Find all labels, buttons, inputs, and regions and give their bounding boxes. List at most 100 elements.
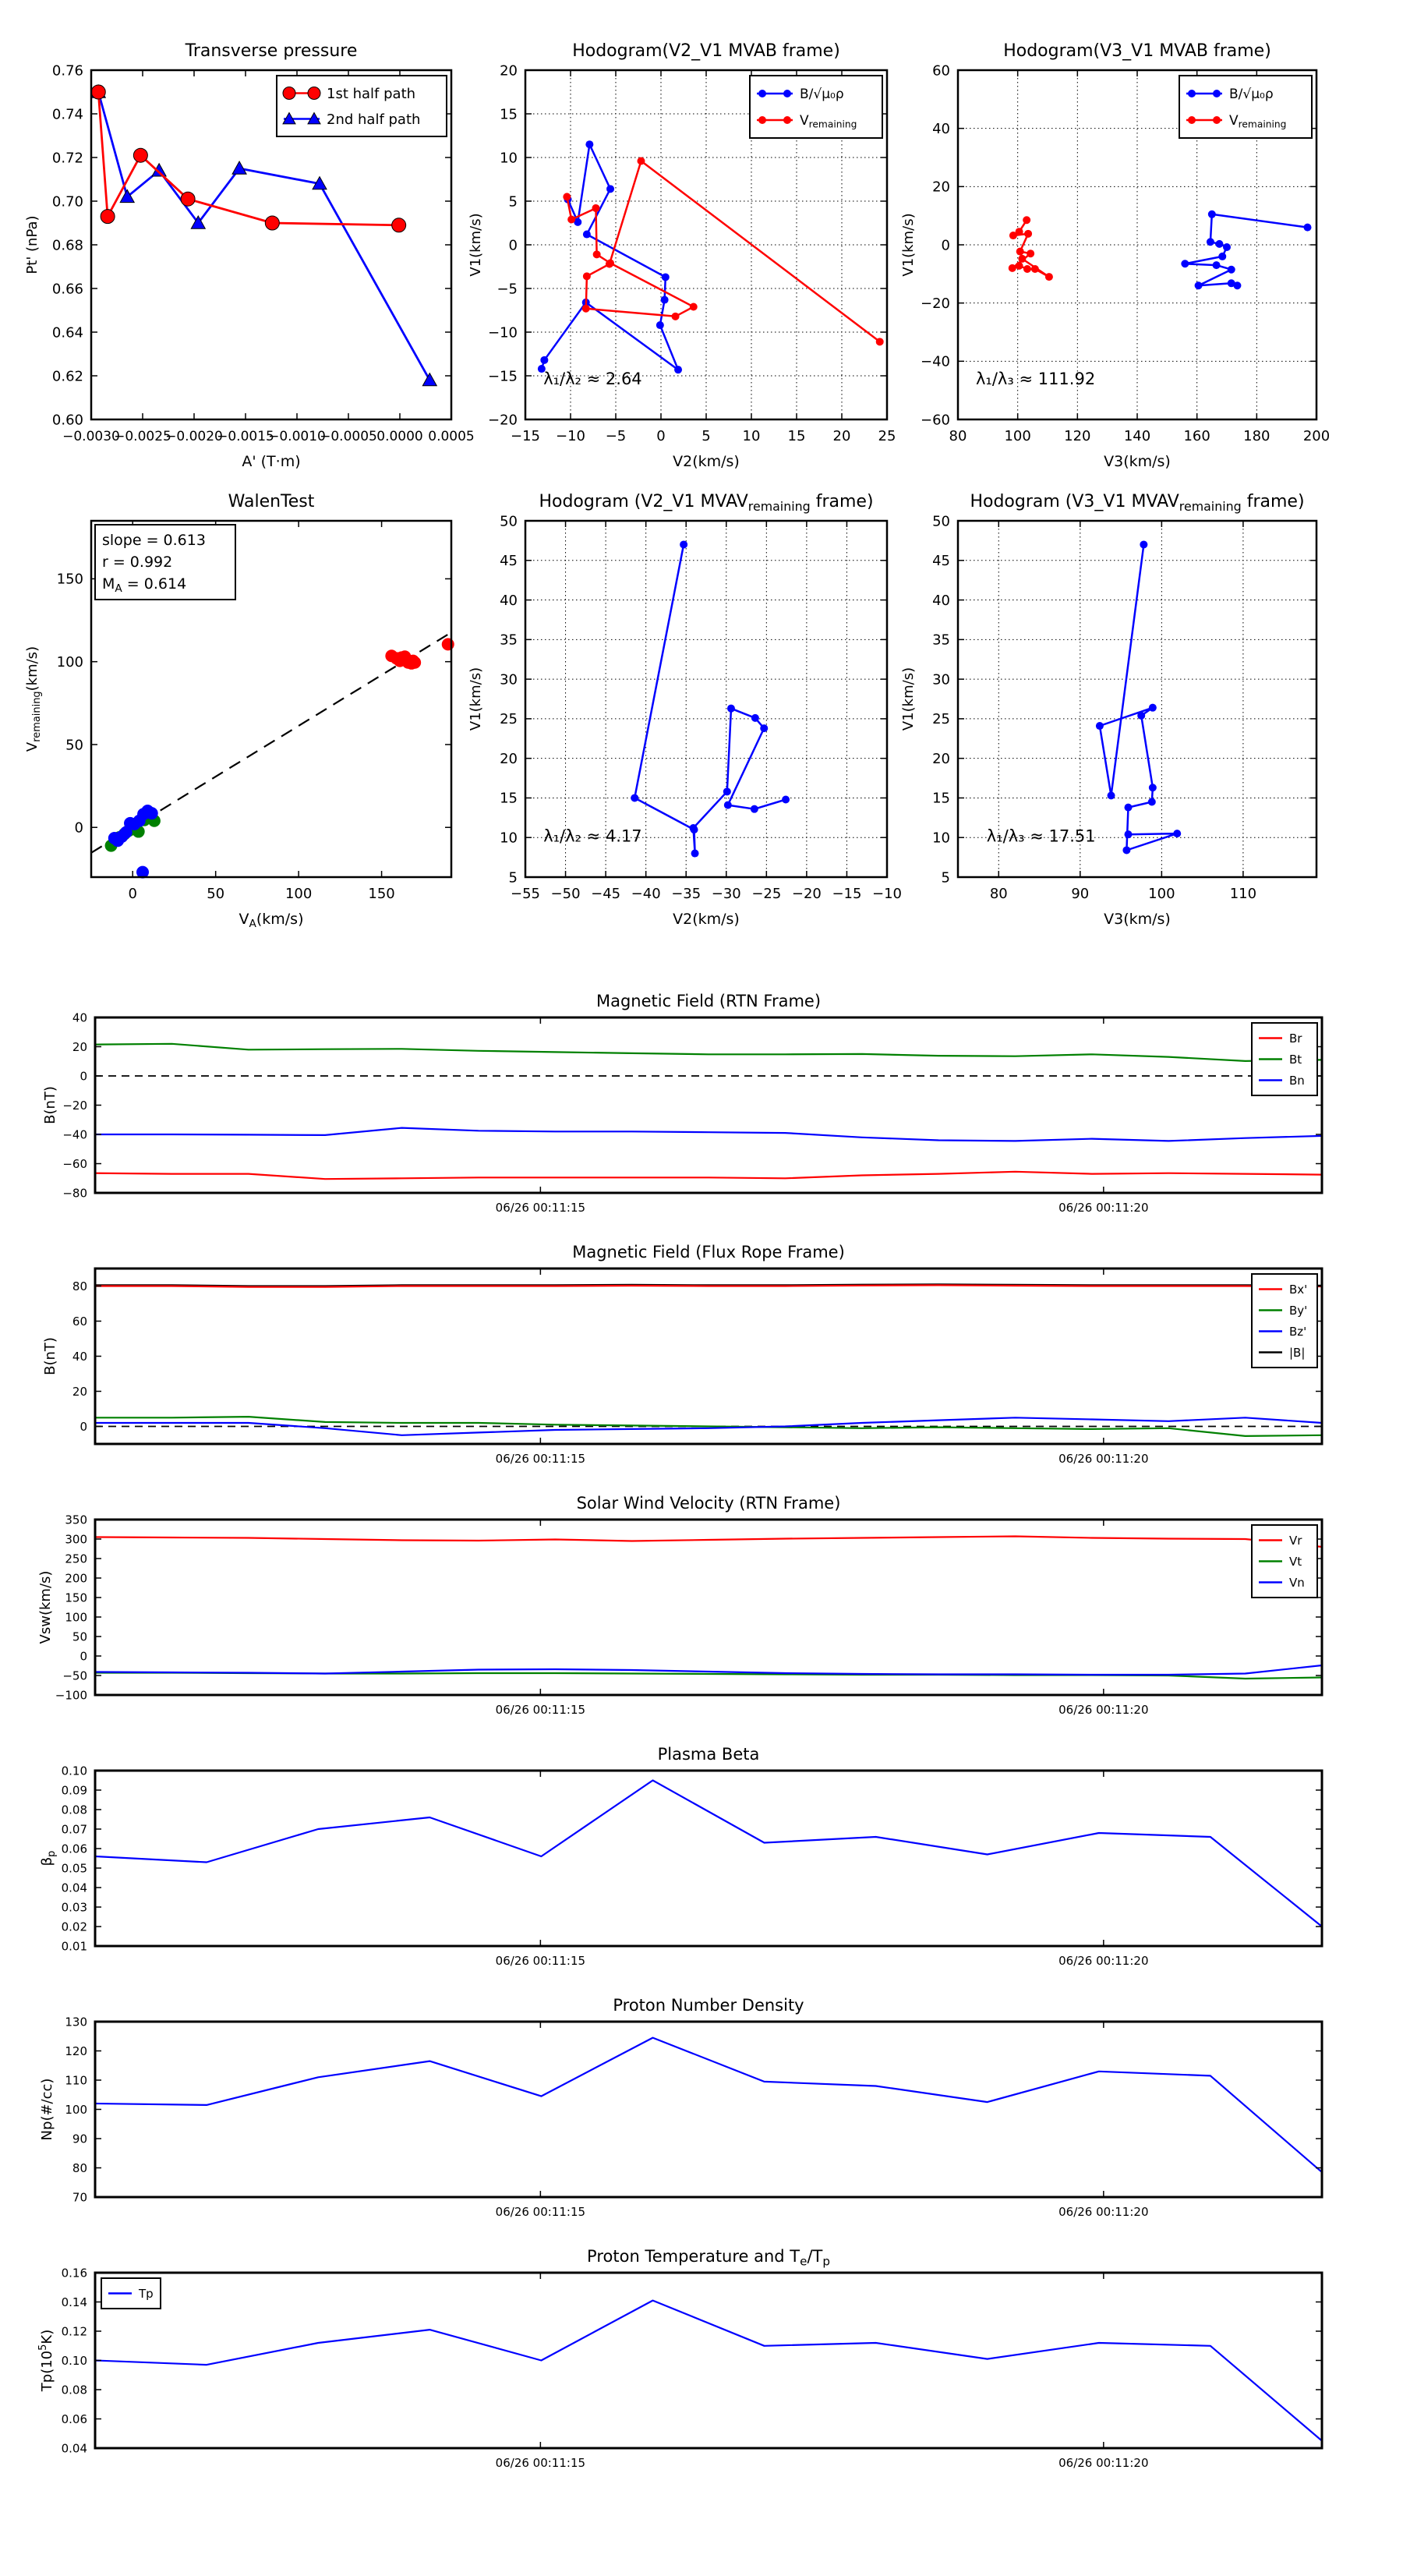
marker-dot: [691, 849, 699, 858]
panel-walen-test: WalenTest 0 50 100 150 0 50 100 150 VA(km/s) Vrema…: [24, 492, 454, 930]
y-tick-label: 10: [500, 830, 518, 847]
x-tick-label: 10: [743, 428, 761, 444]
x-tick-label: −0.0010: [268, 429, 326, 444]
y-tick-label: 20: [500, 62, 518, 79]
y-tick-label: 80: [72, 2161, 87, 2175]
y-axis-label: V1(km/s): [900, 213, 917, 276]
marker-dot: [1206, 238, 1214, 246]
y-tick-label: 45: [500, 553, 518, 569]
marker-dot: [1213, 116, 1221, 124]
marker-circle: [133, 147, 148, 163]
axes-frame: [94, 1769, 1323, 1948]
marker-dot: [585, 140, 594, 149]
x-tick-label: 160: [1183, 428, 1210, 444]
stats-line: MA = 0.614: [102, 575, 186, 595]
y-tick-label: 100: [57, 654, 83, 671]
legend-box: [1179, 75, 1313, 139]
marker-dot: [1015, 228, 1023, 236]
x-tick-label: 06/26 00:11:20: [1058, 1452, 1148, 1466]
y-tick-label: 5: [509, 193, 518, 210]
x-tick-label: −15: [832, 886, 861, 902]
legend: Br Bt Bn: [1251, 1022, 1318, 1096]
x-tick-label: 06/26 00:11:15: [496, 2205, 585, 2219]
marker-dot: [1173, 830, 1182, 838]
panel-proton-temperature: Proton Temperature and Te/Tp 06/26 00:11:…: [37, 2247, 1323, 2470]
marker-dot: [1008, 264, 1016, 272]
eigenvalue-ratio-annotation: λ₁/λ₃ ≈ 17.51: [987, 826, 1096, 845]
marker-circle: [100, 209, 115, 225]
marker-dot: [1213, 90, 1221, 97]
marker-dot: [1095, 722, 1104, 731]
legend-label: Br: [1289, 1031, 1302, 1046]
y-tick-label: 40: [932, 593, 950, 609]
marker-dot: [680, 540, 688, 549]
panel-pressure: Transverse pressure −0.0030−0.0025−0.0020…: [24, 41, 475, 470]
legend-label: B/√μ₀ρ: [1229, 87, 1274, 102]
marker-dot: [1027, 249, 1035, 258]
series-markers-2nd-half-path: [90, 83, 438, 387]
marker-dot: [1188, 90, 1196, 97]
x-tick-label: 180: [1243, 428, 1270, 444]
panel-title: Solar Wind Velocity (RTN Frame): [577, 1494, 841, 1513]
series-line-V-remaining: [566, 160, 881, 343]
y-tick-label: 50: [72, 1629, 87, 1644]
y-tick-label: −5: [497, 281, 518, 297]
series-markers-velocity-hodogram: [1095, 540, 1182, 855]
legend: B/√μ₀ρ Vremaining: [749, 75, 883, 139]
series-line-Tp: [94, 2299, 1323, 2442]
x-tick-label: 150: [368, 886, 394, 902]
y-tick-label: 0.08: [62, 1803, 87, 1817]
marker-dot: [689, 303, 698, 311]
axes-frame: [90, 519, 453, 879]
x-tick-label: −0.0025: [114, 429, 171, 444]
y-tick-label: 0.10: [62, 2354, 87, 2368]
y-tick-label: 0.02: [62, 1920, 87, 1934]
panel-hodo-v2v1-mvab: Hodogram(V2_V1 MVAB frame) −15 −10 −5 0 5 10 15…: [468, 41, 896, 470]
y-tick-label: 20: [72, 1040, 87, 1054]
y-tick-label: 30: [932, 671, 950, 688]
x-tick-label: −0.0015: [217, 429, 274, 444]
marker-dot: [760, 724, 769, 733]
legend-box: [276, 75, 447, 137]
y-tick-label: 10: [500, 150, 518, 166]
y-tick-label: 250: [65, 1552, 87, 1566]
x-tick-label: 06/26 00:11:15: [496, 2456, 585, 2470]
marker-dot: [1124, 830, 1133, 839]
y-tick-label: 60: [72, 1315, 87, 1329]
marker-dot: [660, 295, 669, 304]
marker-dot: [592, 250, 601, 259]
x-tick-label: 80: [949, 428, 967, 444]
x-tick-label: 100: [1004, 428, 1030, 444]
marker-dot: [1009, 232, 1017, 240]
series-line-beta-p: [94, 1779, 1323, 1927]
y-tick-label: 5: [942, 869, 950, 886]
legend-box: [749, 75, 883, 139]
marker-dot: [1024, 229, 1033, 238]
series-markers-1st-half-path: [90, 84, 407, 233]
panel-title: Proton Number Density: [613, 1996, 804, 2015]
panel-title: Hodogram(V2_V1 MVAB frame): [572, 41, 840, 61]
marker-dot: [1124, 803, 1133, 812]
marker-dot: [1147, 798, 1156, 806]
marker-dot: [1223, 242, 1231, 251]
y-tick-label: 0: [75, 820, 83, 837]
series-line-By-prime: [95, 1416, 1323, 1437]
marker-dot: [661, 273, 670, 281]
y-tick-label: 0.68: [52, 237, 83, 253]
y-tick-label: 150: [65, 1591, 87, 1605]
x-tick-label: 06/26 00:11:15: [496, 1201, 585, 1215]
y-tick-label: 100: [65, 1610, 87, 1624]
marker-dot: [582, 272, 591, 281]
panel-mag-rtn: Magnetic Field (RTN Frame) 06/26 00:11:15…: [42, 992, 1323, 1215]
marker-triangle: [119, 189, 136, 203]
axes-frame: [94, 2271, 1323, 2450]
marker-dot: [782, 795, 790, 804]
x-axis-label: A' (T·m): [242, 453, 300, 470]
marker-dot: [441, 638, 454, 651]
x-tick-label: −5: [606, 428, 627, 444]
y-tick-label: 0.62: [52, 368, 83, 384]
series-line-velocity-hodogram: [1098, 544, 1179, 851]
marker-dot: [723, 801, 732, 809]
marker-circle: [264, 215, 280, 231]
